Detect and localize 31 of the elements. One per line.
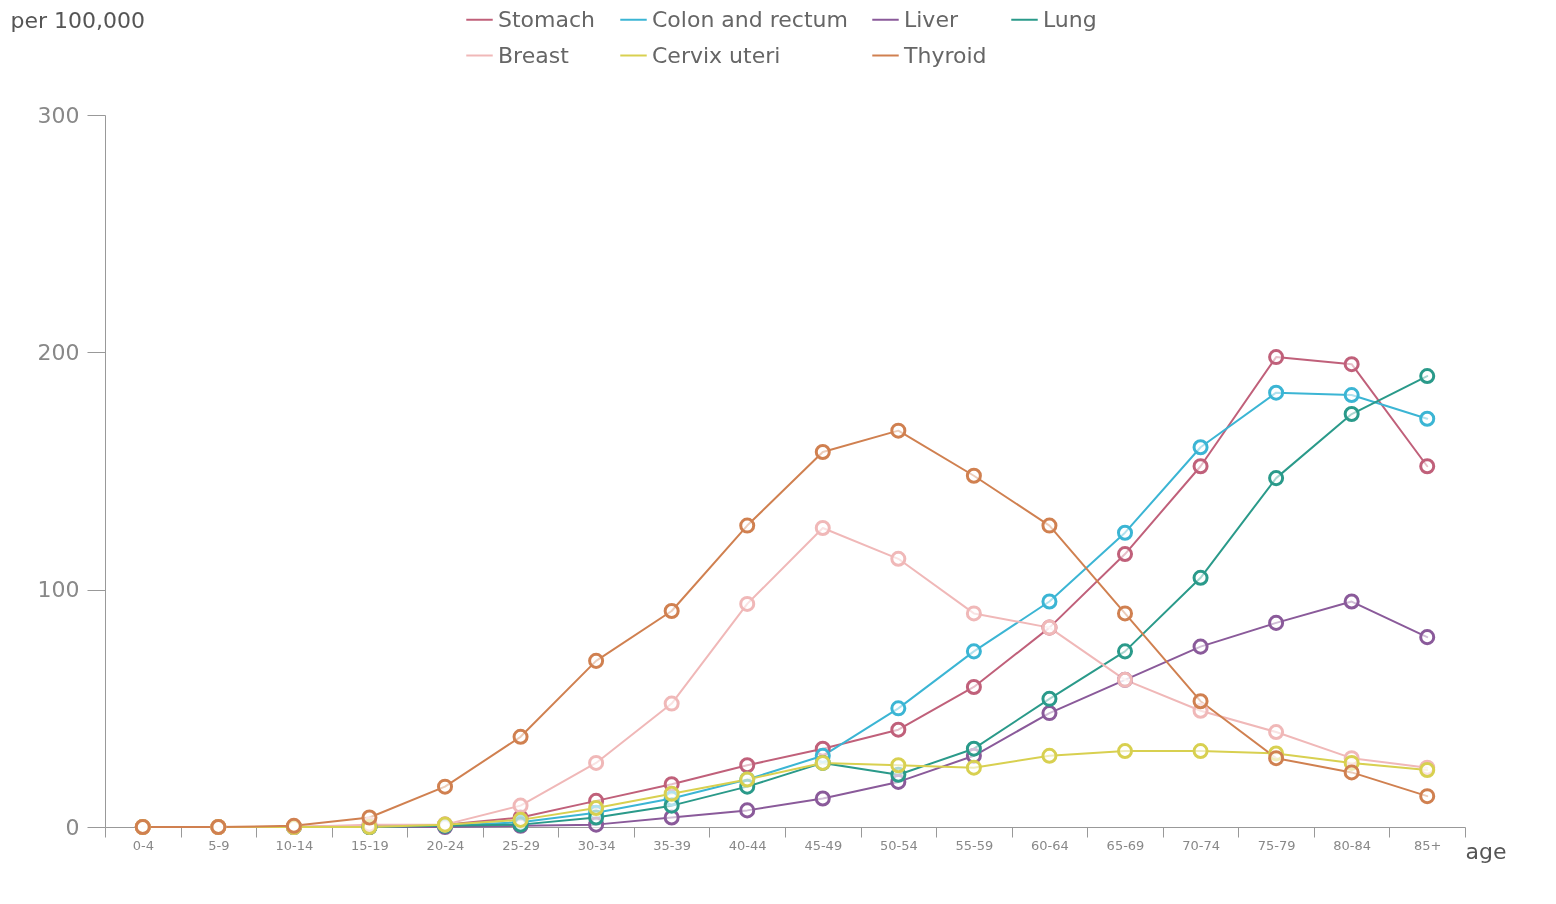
x-tick-label: 75-79 — [1257, 837, 1296, 853]
x-tick-label: 70-74 — [1182, 837, 1220, 853]
legend-label: Lung — [1043, 6, 1097, 32]
y-tick-label: 300 — [37, 102, 80, 128]
x-tick-label: 45-49 — [804, 837, 843, 853]
x-tick-label: 5-9 — [208, 837, 230, 853]
y-axis-title: per 100,000 — [10, 7, 146, 33]
x-axis-title: age — [1465, 838, 1507, 864]
x-tick-label: 0-4 — [132, 837, 154, 853]
legend-label: Breast — [498, 42, 570, 68]
x-tick-label: 20-24 — [426, 837, 465, 853]
legend-label: Liver — [904, 6, 959, 32]
y-tick-label: 100 — [37, 577, 80, 603]
x-tick-label: 25-29 — [502, 837, 540, 853]
legend-label: Cervix uteri — [652, 42, 781, 68]
x-tick-label: 65-69 — [1106, 837, 1145, 853]
legend-label: Stomach — [498, 6, 596, 32]
x-tick-label: 35-39 — [653, 837, 692, 853]
y-tick-label: 200 — [37, 339, 80, 365]
x-tick-label: 50-54 — [879, 837, 918, 853]
x-tick-label: 30-34 — [577, 837, 616, 853]
x-tick-label: 10-14 — [275, 837, 314, 853]
x-tick-label: 60-64 — [1031, 837, 1069, 853]
legend-label: Thyroid — [903, 42, 987, 68]
y-tick-label: 0 — [65, 814, 80, 840]
x-tick-label: 85+ — [1414, 837, 1442, 853]
x-tick-label: 40-44 — [728, 837, 767, 853]
x-tick-label: 80-84 — [1333, 837, 1372, 853]
x-tick-label: 15-19 — [351, 837, 389, 853]
x-tick-label: 55-59 — [955, 837, 994, 853]
legend-label: Colon and rectum — [652, 6, 848, 32]
